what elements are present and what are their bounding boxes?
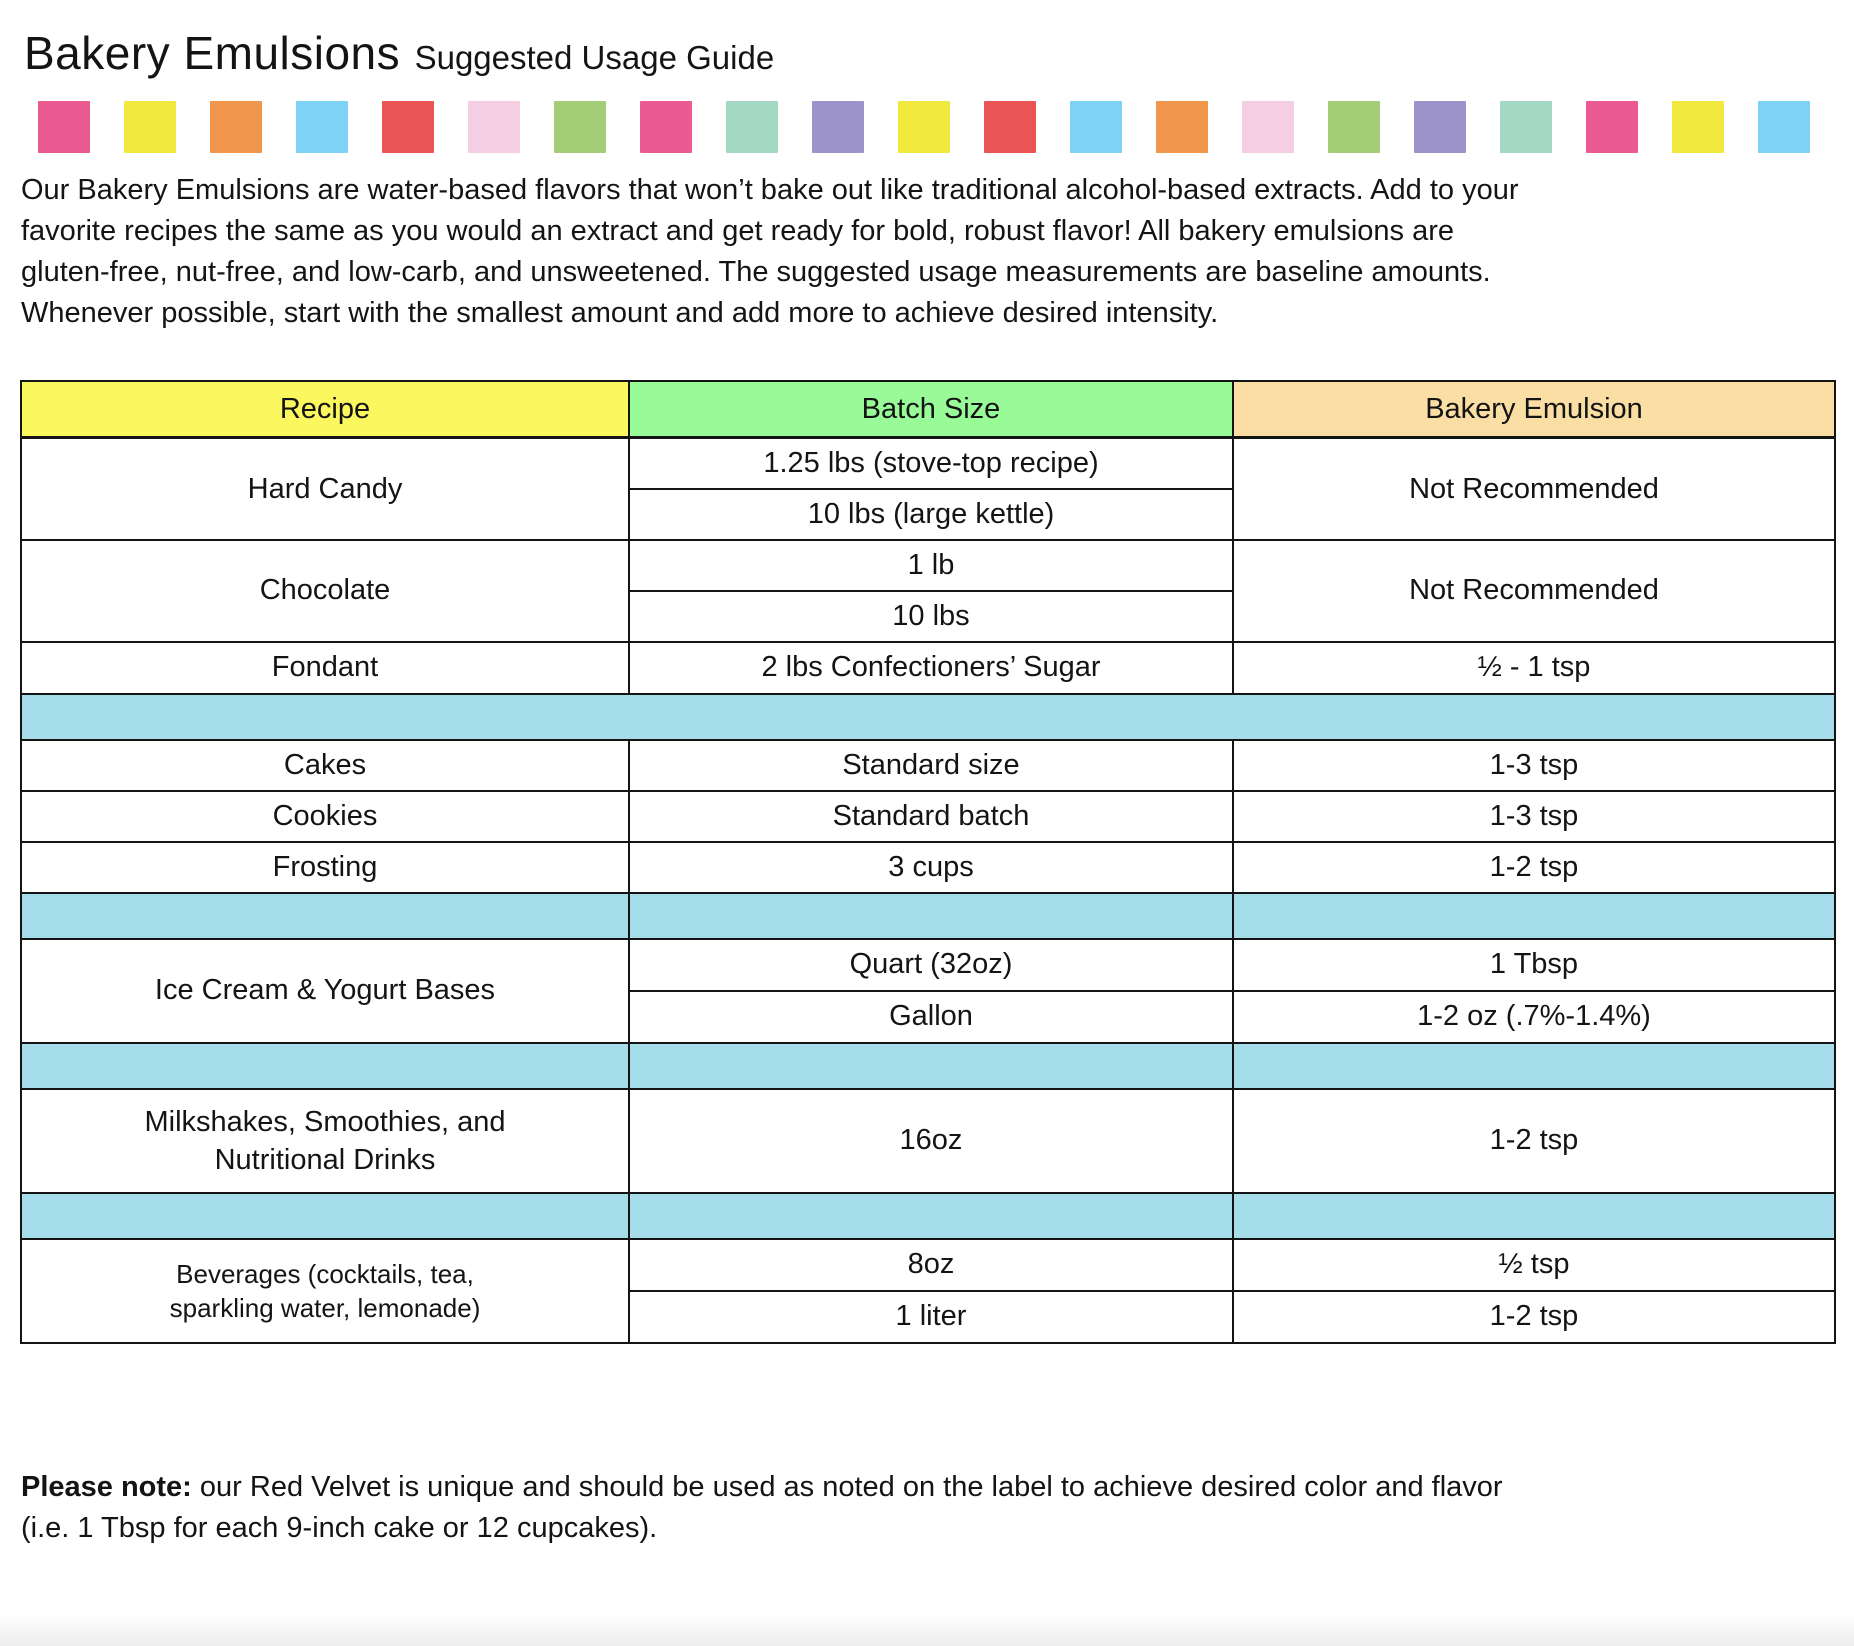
emulsion-cell: ½ - 1 tsp (1232, 640, 1836, 695)
separator-cell (1232, 1191, 1836, 1240)
separator-row (20, 692, 1836, 741)
separator-row (20, 891, 1836, 940)
emulsion-cell: 1-2 oz (.7%-1.4%) (1232, 989, 1836, 1044)
color-square (640, 100, 692, 153)
batch-cell: 1.25 lbs (stove-top recipe) (628, 436, 1234, 490)
footer-note-label: Please note: (21, 1470, 192, 1503)
batch-cell: 8oz (628, 1237, 1234, 1292)
color-square (382, 100, 434, 153)
color-square (984, 100, 1036, 153)
separator-cell (628, 1191, 1234, 1240)
recipe-cell-text: Beverages (cocktails, tea, sparkling wat… (169, 1258, 481, 1323)
separator-row (20, 1191, 1836, 1240)
batch-cell: Quart (32oz) (628, 937, 1234, 992)
recipe-cell: Cookies (20, 789, 630, 843)
color-square (554, 100, 606, 153)
color-square (1414, 100, 1466, 153)
color-square (210, 100, 262, 153)
table-row: Gallon 1-2 oz (.7%-1.4%) (21, 989, 1836, 1044)
emulsion-cell: Not Recommended (1232, 538, 1836, 643)
color-square (468, 100, 520, 153)
color-square (1758, 100, 1810, 153)
recipe-cell-text: Milkshakes, Smoothies, and Nutritional D… (144, 1105, 506, 1176)
separator-cell (628, 1041, 1234, 1090)
emulsion-cell: 1-2 tsp (1232, 840, 1836, 894)
recipe-cell: Hard Candy (20, 436, 630, 541)
table-row: Cakes Standard size 1-3 tsp (20, 738, 1836, 792)
color-square (1328, 100, 1380, 153)
batch-cell: 3 cups (628, 840, 1234, 894)
recipe-cell: Milkshakes, Smoothies, and Nutritional D… (20, 1087, 630, 1194)
table-row: Frosting 3 cups 1-2 tsp (20, 840, 1836, 894)
color-square (1672, 100, 1724, 153)
emulsion-cell: 1-3 tsp (1232, 738, 1836, 792)
page-subtitle: Suggested Usage Guide (414, 39, 775, 76)
table-row: Ice Cream & Yogurt Bases Quart (32oz) 1 … (20, 937, 1836, 1044)
color-square (124, 100, 176, 153)
recipe-cell: Chocolate (20, 538, 630, 643)
recipe-cell: Frosting (20, 840, 630, 894)
color-square (1242, 100, 1294, 153)
table-row: Hard Candy 1.25 lbs (stove-top recipe) N… (20, 436, 1836, 541)
table-row: Beverages (cocktails, tea, sparkling wat… (20, 1237, 1836, 1344)
table-row: Milkshakes, Smoothies, and Nutritional D… (20, 1087, 1836, 1194)
column-header-recipe: Recipe (20, 379, 630, 440)
page-title: Bakery Emulsions (24, 27, 401, 79)
color-square (1500, 100, 1552, 153)
batch-cell: 2 lbs Confectioners’ Sugar (628, 640, 1234, 695)
separator-cell (20, 1041, 630, 1090)
emulsion-cell: Not Recommended (1232, 436, 1836, 541)
batch-cell: Standard batch (628, 789, 1234, 843)
color-square (1586, 100, 1638, 153)
column-header-batch-size: Batch Size (628, 379, 1234, 440)
emulsion-cell: 1-2 tsp (1232, 1087, 1836, 1194)
batch-cell: 16oz (628, 1087, 1234, 1194)
recipe-cell: Ice Cream & Yogurt Bases (20, 937, 630, 1044)
separator-cell (1232, 1041, 1836, 1090)
recipe-cell: Fondant (20, 640, 630, 695)
usage-table: Recipe Batch Size Bakery Emulsion Hard C… (20, 379, 1836, 1344)
intro-paragraph: Our Bakery Emulsions are water-based fla… (21, 173, 1519, 329)
separator-cell (20, 891, 630, 940)
color-square (38, 100, 90, 153)
emulsion-cell: ½ tsp (1232, 1237, 1836, 1292)
decorative-squares-strip (38, 100, 1854, 153)
table-row: 10 lbs (large kettle) (21, 487, 1835, 541)
table-row: Cookies Standard batch 1-3 tsp (20, 789, 1836, 843)
separator-cell (628, 891, 1234, 940)
table-row: 10 lbs (21, 589, 1835, 643)
emulsion-cell: 1-3 tsp (1232, 789, 1836, 843)
emulsion-cell: 1 Tbsp (1232, 937, 1836, 992)
table-row: 1 liter 1-2 tsp (21, 1289, 1836, 1344)
table-row: Chocolate 1 lb Not Recommended (20, 538, 1836, 643)
footer-note: Please note: our Red Velvet is unique an… (21, 1467, 1537, 1549)
batch-cell: Gallon (628, 989, 1234, 1044)
separator-cell (20, 1191, 630, 1240)
color-square (812, 100, 864, 153)
emulsion-cell: 1-2 tsp (1232, 1289, 1836, 1344)
batch-cell: 10 lbs (628, 589, 1234, 643)
color-square (1156, 100, 1208, 153)
color-square (296, 100, 348, 153)
batch-cell: 1 liter (628, 1289, 1234, 1344)
separator-row (20, 1041, 1836, 1090)
batch-cell: Standard size (628, 738, 1234, 792)
table-row: Fondant 2 lbs Confectioners’ Sugar ½ - 1… (20, 640, 1836, 695)
page-title-row: Bakery Emulsions Suggested Usage Guide (0, 0, 1854, 80)
table-header-row: Recipe Batch Size Bakery Emulsion (20, 379, 1836, 440)
recipe-cell: Cakes (20, 738, 630, 792)
separator-cell (20, 692, 1836, 741)
recipe-cell: Beverages (cocktails, tea, sparkling wat… (20, 1237, 630, 1344)
color-square (1070, 100, 1122, 153)
column-header-bakery-emulsion: Bakery Emulsion (1232, 379, 1836, 440)
batch-cell: 10 lbs (large kettle) (628, 487, 1234, 541)
color-square (898, 100, 950, 153)
footer-note-text: our Red Velvet is unique and should be u… (21, 1470, 1503, 1544)
color-square (726, 100, 778, 153)
separator-cell (1232, 891, 1836, 940)
batch-cell: 1 lb (628, 538, 1234, 592)
